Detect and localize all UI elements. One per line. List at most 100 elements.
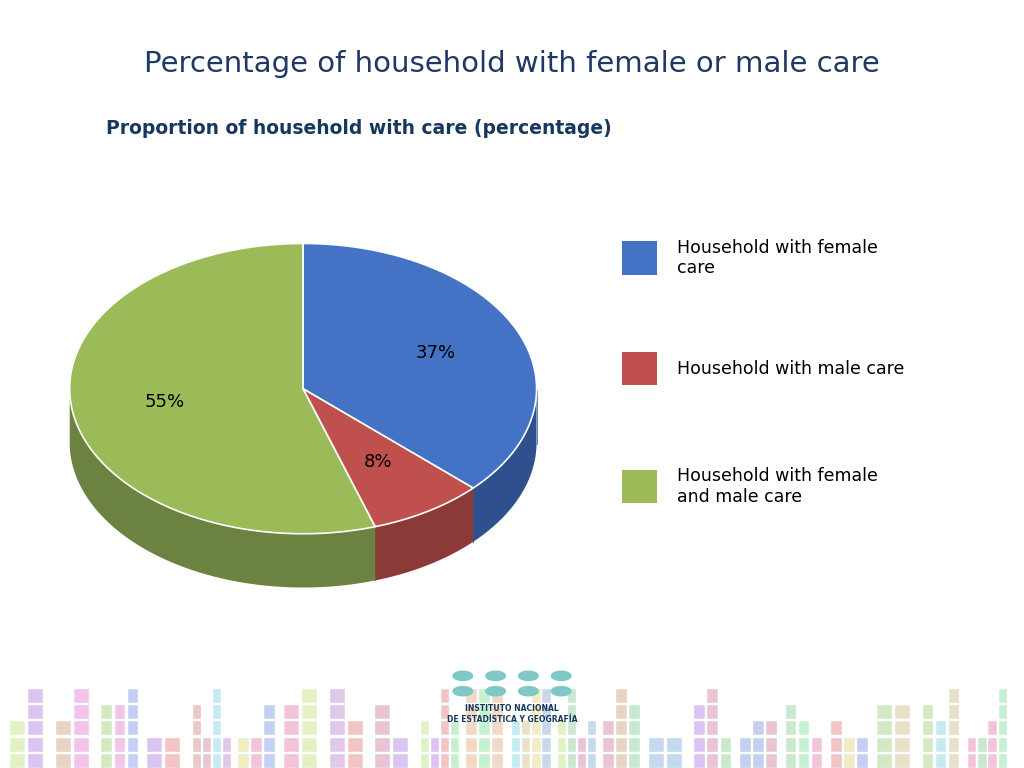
Bar: [330, 737, 344, 752]
Bar: [393, 737, 409, 752]
Bar: [753, 721, 764, 735]
Bar: [845, 737, 855, 752]
Bar: [845, 754, 855, 768]
Text: 55%: 55%: [144, 393, 184, 411]
Bar: [10, 721, 26, 735]
Bar: [512, 737, 520, 752]
Bar: [330, 705, 344, 719]
Circle shape: [551, 671, 571, 680]
Text: Proportion of household with care (percentage): Proportion of household with care (perce…: [105, 119, 611, 138]
Bar: [302, 688, 317, 703]
Bar: [567, 721, 577, 735]
Bar: [766, 754, 777, 768]
Bar: [421, 737, 429, 752]
Bar: [147, 754, 162, 768]
Bar: [522, 721, 530, 735]
Bar: [330, 754, 344, 768]
Bar: [479, 721, 490, 735]
Bar: [213, 754, 221, 768]
Bar: [431, 737, 439, 752]
Text: INSTITUTO NACIONAL
DE ESTADÍSTICA Y GEOGRAFÍA: INSTITUTO NACIONAL DE ESTADÍSTICA Y GEOG…: [446, 704, 578, 723]
Bar: [493, 688, 503, 703]
Bar: [799, 737, 809, 752]
Bar: [567, 688, 577, 703]
Bar: [330, 721, 344, 735]
Bar: [101, 705, 113, 719]
Bar: [603, 721, 614, 735]
Bar: [203, 754, 211, 768]
Circle shape: [453, 687, 473, 696]
Bar: [785, 754, 797, 768]
Bar: [10, 754, 26, 768]
Bar: [466, 721, 477, 735]
Bar: [512, 754, 520, 768]
Bar: [567, 705, 577, 719]
Bar: [785, 737, 797, 752]
Bar: [831, 737, 842, 752]
Bar: [375, 754, 390, 768]
Bar: [998, 705, 1007, 719]
Bar: [578, 737, 586, 752]
Bar: [923, 705, 933, 719]
Bar: [56, 737, 71, 752]
Bar: [452, 737, 460, 752]
Bar: [10, 737, 26, 752]
Bar: [115, 705, 125, 719]
Bar: [895, 754, 910, 768]
Bar: [101, 721, 113, 735]
Bar: [441, 705, 450, 719]
Bar: [284, 754, 299, 768]
Bar: [302, 737, 317, 752]
Bar: [493, 737, 503, 752]
Polygon shape: [70, 243, 375, 534]
Bar: [532, 737, 541, 752]
Bar: [968, 737, 977, 752]
Bar: [877, 737, 892, 752]
Bar: [479, 737, 490, 752]
Bar: [895, 737, 910, 752]
Bar: [479, 754, 490, 768]
Bar: [128, 737, 138, 752]
Bar: [251, 737, 262, 752]
Bar: [29, 705, 43, 719]
Circle shape: [518, 687, 539, 696]
Circle shape: [551, 687, 571, 696]
Bar: [29, 737, 43, 752]
Bar: [708, 754, 718, 768]
Bar: [239, 737, 249, 752]
Bar: [543, 705, 551, 719]
Bar: [558, 737, 566, 752]
Bar: [466, 737, 477, 752]
Bar: [923, 754, 933, 768]
Bar: [799, 721, 809, 735]
Bar: [441, 688, 450, 703]
Bar: [532, 688, 541, 703]
Bar: [721, 754, 731, 768]
Bar: [128, 754, 138, 768]
Bar: [936, 737, 946, 752]
Bar: [56, 754, 71, 768]
Bar: [543, 754, 551, 768]
Bar: [128, 721, 138, 735]
Bar: [558, 721, 566, 735]
Bar: [532, 721, 541, 735]
Text: 37%: 37%: [416, 344, 456, 362]
Bar: [616, 705, 627, 719]
Bar: [616, 721, 627, 735]
Bar: [603, 737, 614, 752]
Bar: [193, 721, 201, 735]
Bar: [998, 721, 1007, 735]
Bar: [213, 688, 221, 703]
Bar: [29, 688, 43, 703]
Bar: [115, 737, 125, 752]
Bar: [452, 754, 460, 768]
Bar: [348, 754, 362, 768]
Bar: [588, 737, 596, 752]
Bar: [948, 737, 959, 752]
Bar: [101, 754, 113, 768]
Bar: [522, 737, 530, 752]
Bar: [421, 721, 429, 735]
Bar: [877, 754, 892, 768]
Bar: [630, 754, 640, 768]
Bar: [29, 754, 43, 768]
